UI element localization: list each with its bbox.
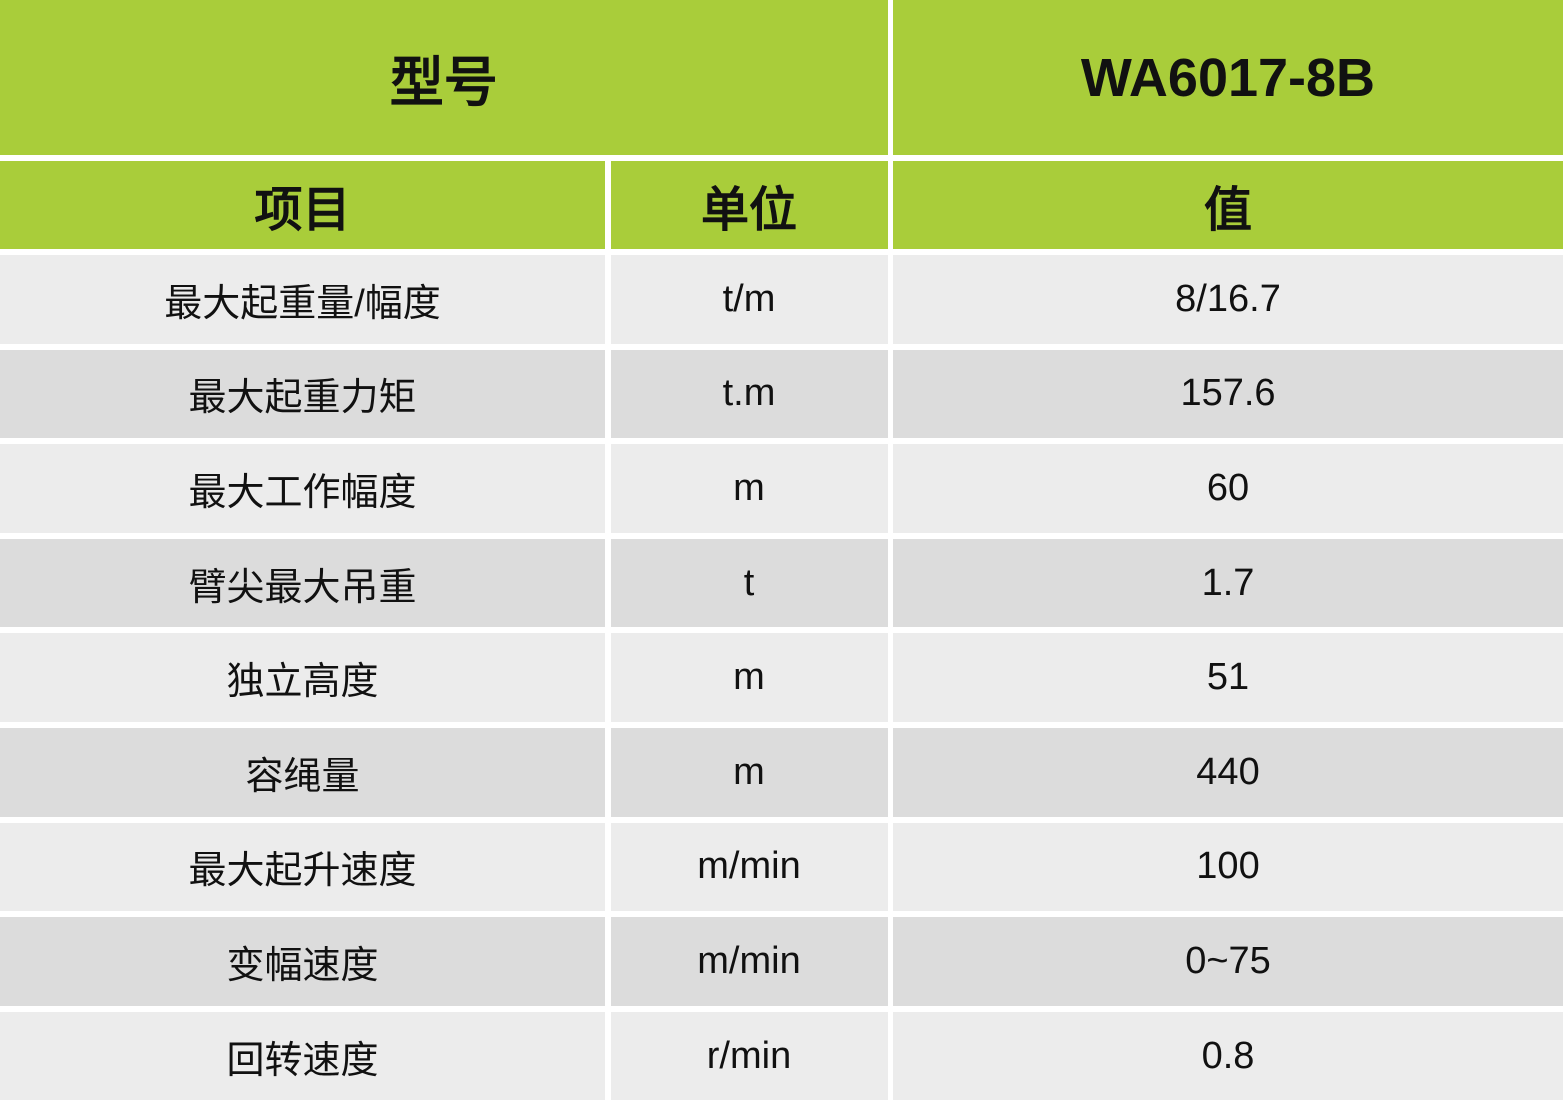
table-cell-unit: m/min	[610, 822, 888, 912]
table-cell-unit: t.m	[610, 349, 888, 439]
column-header-value: 值	[893, 161, 1563, 249]
table-cell-value: 100	[893, 822, 1563, 912]
table-cell-item: 独立高度	[0, 633, 605, 722]
column-header-unit: 单位	[610, 161, 888, 249]
table-cell-value: 0.8	[893, 1011, 1563, 1100]
model-value: WA6017-8B	[893, 0, 1563, 155]
table-cell-value: 440	[893, 727, 1563, 817]
table-cell-value: 51	[893, 633, 1563, 722]
table-cell-unit: t	[610, 538, 888, 628]
table-cell-value: 8/16.7	[893, 255, 1563, 344]
table-cell-value: 60	[893, 444, 1563, 533]
model-label: 型号	[0, 0, 888, 155]
table-cell-item: 回转速度	[0, 1011, 605, 1100]
table-cell-item: 臂尖最大吊重	[0, 538, 605, 628]
table-cell-unit: m/min	[610, 917, 888, 1006]
table-cell-unit: t/m	[610, 255, 888, 344]
table-cell-item: 变幅速度	[0, 917, 605, 1006]
table-cell-item: 最大起重量/幅度	[0, 255, 605, 344]
table-cell-value: 1.7	[893, 538, 1563, 628]
table-cell-value: 0~75	[893, 917, 1563, 1006]
table-cell-item: 最大工作幅度	[0, 444, 605, 533]
table-cell-value: 157.6	[893, 349, 1563, 439]
table-cell-item: 最大起升速度	[0, 822, 605, 912]
table-cell-item: 容绳量	[0, 727, 605, 817]
table-cell-unit: r/min	[610, 1011, 888, 1100]
column-header-item: 项目	[0, 161, 605, 249]
table-cell-unit: m	[610, 727, 888, 817]
table-cell-unit: m	[610, 633, 888, 722]
table-cell-unit: m	[610, 444, 888, 533]
table-cell-item: 最大起重力矩	[0, 349, 605, 439]
